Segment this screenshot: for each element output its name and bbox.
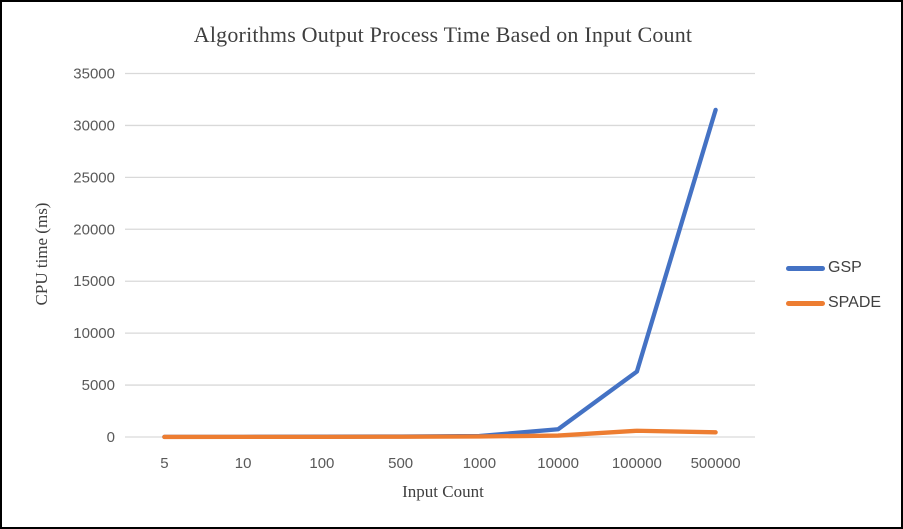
x-tick-label: 100000 [612,455,662,472]
legend-line-swatch [786,300,825,306]
legend-item-spade: SPADE [786,293,881,313]
legend-label: SPADE [828,294,882,311]
x-tick-label: 10000 [537,455,579,472]
x-tick-label: 500 [388,455,413,472]
x-axis-title: Input Count [402,482,484,501]
legend-item-gsp: GSP [786,258,881,278]
legend-label: GSP [828,259,862,276]
chart-title: Algorithms Output Process Time Based on … [193,22,693,47]
x-tick-label: 5 [160,455,168,472]
series-line-gsp [162,107,718,440]
series-line-spade [162,428,718,440]
y-tick-label: 30000 [73,117,115,134]
x-tick-label: 500000 [691,455,741,472]
y-tick-label: 5000 [82,377,115,394]
y-tick-label: 10000 [73,325,115,342]
x-tick-label: 10 [235,455,252,472]
y-tick-label: 35000 [73,66,115,83]
y-tick-label: 20000 [73,221,115,238]
y-tick-label: 0 [107,429,115,446]
y-axis-title: CPU time (ms) [32,202,51,306]
y-tick-label: 15000 [73,273,115,290]
y-tick-label: 25000 [73,169,115,186]
x-tick-label: 1000 [463,455,496,472]
legend-line-swatch [786,265,825,271]
x-tick-label: 100 [309,455,334,472]
legend: GSP SPADE [786,258,881,313]
